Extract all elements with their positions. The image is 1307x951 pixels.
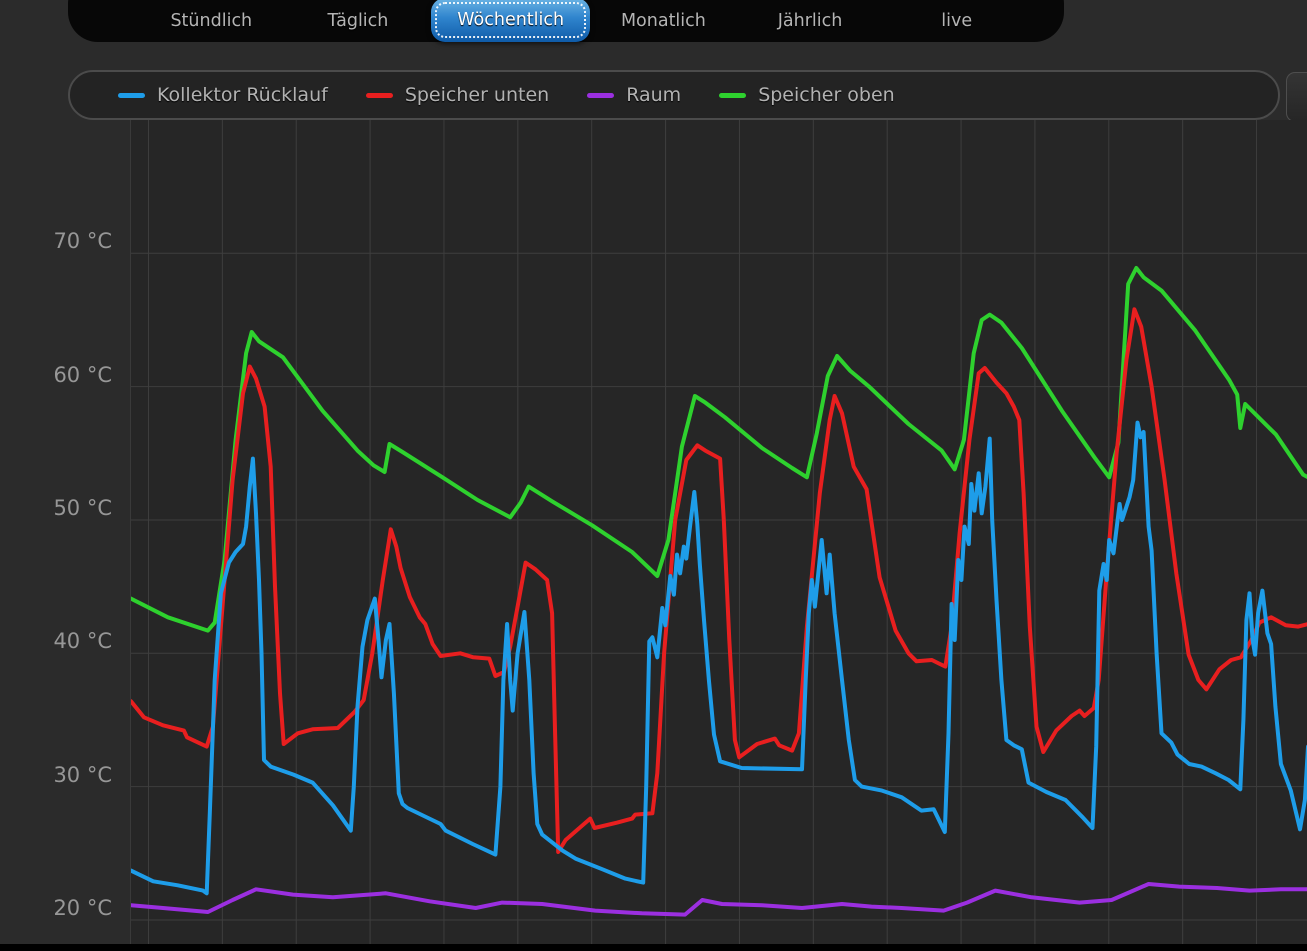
legend-swatch-icon xyxy=(365,92,393,98)
series-raum-line xyxy=(131,882,1307,917)
legend-item-speicher-unten[interactable]: Speicher unten xyxy=(365,84,550,106)
y-axis-label: 50 °C xyxy=(53,495,112,520)
tab-monatlich[interactable]: Monatlich xyxy=(620,11,706,31)
legend-item-speicher-oben[interactable]: Speicher oben xyxy=(719,84,895,106)
y-axis-label: 40 °C xyxy=(53,629,112,654)
chart-plot-area[interactable] xyxy=(130,120,1307,944)
legend-label: Raum xyxy=(626,84,682,106)
legend-swatch-icon xyxy=(587,92,615,98)
legend-label: Kollektor Rücklauf xyxy=(157,84,328,106)
legend-swatch-icon xyxy=(118,92,145,98)
x-axis-area xyxy=(0,944,1307,951)
chart-canvas[interactable] xyxy=(131,120,1307,944)
series-kollektor-ruecklauf-line xyxy=(131,420,1307,896)
legend-label: Speicher unten xyxy=(404,84,550,106)
y-axis-label: 70 °C xyxy=(53,229,112,254)
tab-jaehrlich[interactable]: Jährlich xyxy=(777,11,843,31)
time-range-tabbar: Stündlich Täglich Wöchentlich Monatlich Jähr… xyxy=(68,0,1064,42)
time-range-tabs: Stündlich Täglich Wöchentlich Monatlich Jähr… xyxy=(138,0,1030,42)
chart-legend: Kollektor Rücklauf Speicher unten Raum Spei… xyxy=(68,70,1280,120)
tab-live[interactable]: live xyxy=(941,11,973,31)
tab-taeglich[interactable]: Täglich xyxy=(327,11,389,31)
y-axis: 70 °C 60 °C 50 °C 40 °C 30 °C 20 °C xyxy=(0,0,112,951)
y-axis-label: 20 °C xyxy=(53,895,112,920)
y-axis-label: 30 °C xyxy=(53,762,112,787)
legend-swatch-icon xyxy=(719,92,747,98)
y-axis-label: 60 °C xyxy=(53,362,112,387)
series-speicher-oben-line xyxy=(131,266,1307,633)
legend-label: Speicher oben xyxy=(758,84,895,106)
tab-stuendlich[interactable]: Stündlich xyxy=(170,11,253,31)
legend-item-raum[interactable]: Raum xyxy=(587,84,681,106)
tab-woechentlich[interactable]: Wöchentlich xyxy=(431,0,591,42)
legend-overflow-button[interactable] xyxy=(1286,72,1307,122)
legend-item-kollektor-ruecklauf[interactable]: Kollektor Rücklauf xyxy=(118,84,328,106)
